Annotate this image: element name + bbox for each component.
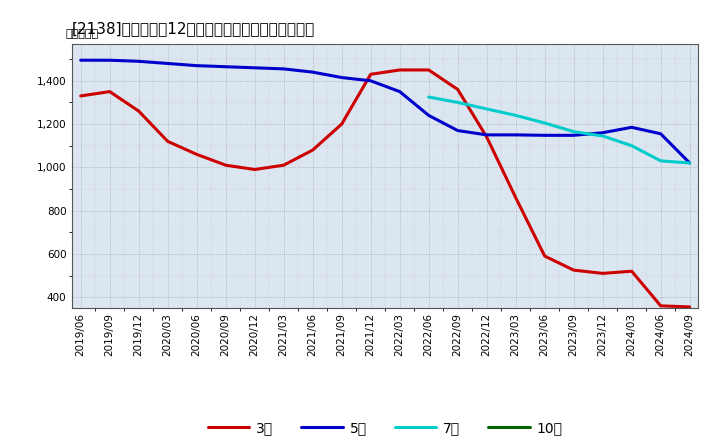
Legend: 3年, 5年, 7年, 10年: 3年, 5年, 7年, 10年 — [202, 415, 568, 440]
Text: [2138]　経常利益12か月移動合計の標準偏差の推移: [2138] 経常利益12か月移動合計の標準偏差の推移 — [72, 21, 315, 36]
Y-axis label: （百万円）: （百万円） — [66, 29, 99, 39]
